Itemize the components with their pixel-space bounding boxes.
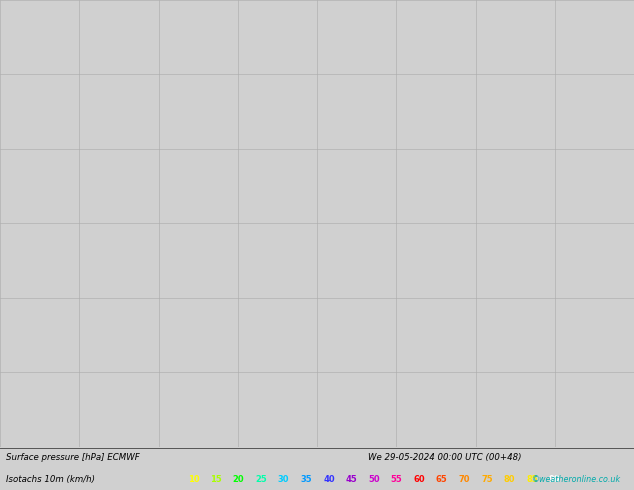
Text: 75: 75 [481, 475, 493, 484]
Text: 40: 40 [323, 475, 335, 484]
Text: ©weatheronline.co.uk: ©weatheronline.co.uk [532, 475, 621, 484]
Text: 45: 45 [346, 475, 358, 484]
Text: 65: 65 [436, 475, 448, 484]
Text: 50: 50 [368, 475, 380, 484]
Text: 60: 60 [413, 475, 425, 484]
Text: 25: 25 [256, 475, 267, 484]
Text: Isotachs 10m (km/h): Isotachs 10m (km/h) [6, 475, 95, 484]
Text: 85: 85 [526, 475, 538, 484]
Text: 55: 55 [391, 475, 403, 484]
Text: Surface pressure [hPa] ECMWF: Surface pressure [hPa] ECMWF [6, 453, 140, 462]
Text: 15: 15 [210, 475, 222, 484]
Text: 90: 90 [549, 475, 560, 484]
Text: 70: 70 [458, 475, 470, 484]
Text: We 29-05-2024 00:00 UTC (00+48): We 29-05-2024 00:00 UTC (00+48) [368, 453, 521, 462]
Text: 10: 10 [188, 475, 199, 484]
Text: 20: 20 [233, 475, 244, 484]
Text: 35: 35 [301, 475, 312, 484]
Text: 80: 80 [504, 475, 515, 484]
Text: 30: 30 [278, 475, 290, 484]
